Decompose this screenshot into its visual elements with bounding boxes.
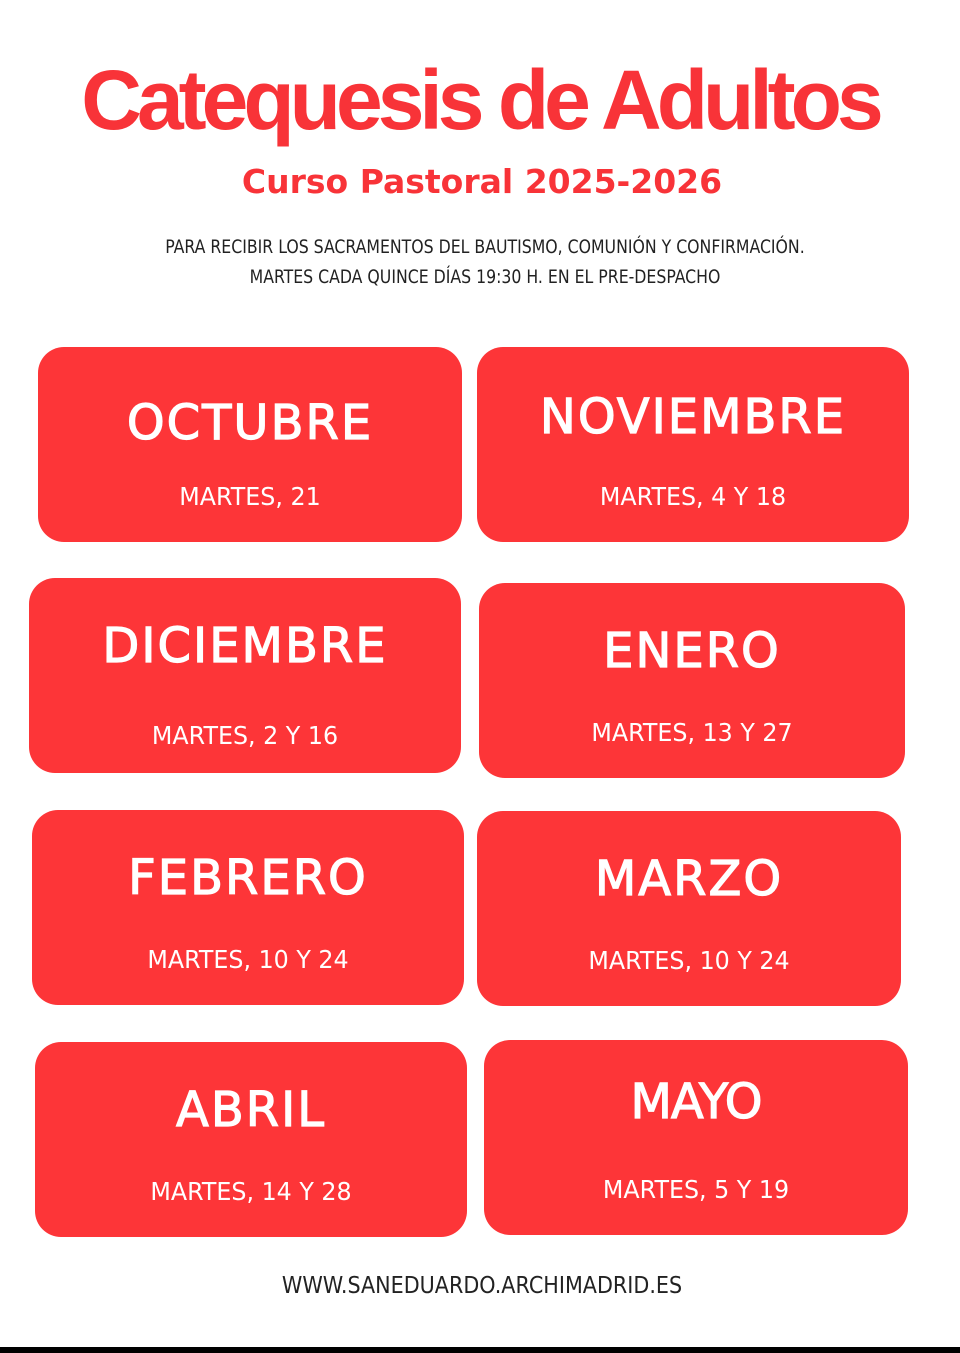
month-dates: MARTES, 5 Y 19 — [602, 1175, 790, 1204]
description: PARA RECIBIR LOS SACRAMENTOS DEL BAUTISM… — [39, 232, 931, 292]
month-card-noviembre: NOVIEMBRE MARTES, 4 Y 18 — [477, 347, 909, 542]
month-name: NOVIEMBRE — [539, 388, 847, 445]
month-card-diciembre: DICIEMBRE MARTES, 2 Y 16 — [29, 578, 461, 773]
page-title: Catequesis de Adultos — [81, 53, 883, 147]
month-dates: MARTES, 10 Y 24 — [588, 946, 790, 975]
month-card-marzo: MARZO MARTES, 10 Y 24 — [477, 811, 901, 1006]
website-url: WWW.SANEDUARDO.ARCHIMADRID.ES — [281, 1273, 683, 1299]
month-card-octubre: OCTUBRE MARTES, 21 — [38, 347, 462, 542]
month-card-abril: ABRIL MARTES, 14 Y 28 — [35, 1042, 467, 1237]
month-card-mayo: MAYO MARTES, 5 Y 19 — [484, 1040, 908, 1235]
description-line-1: PARA RECIBIR LOS SACRAMENTOS DEL BAUTISM… — [165, 236, 805, 258]
bottom-border — [0, 1347, 960, 1353]
month-name: ABRIL — [175, 1081, 326, 1138]
month-name: MARZO — [594, 850, 784, 907]
month-dates: MARTES, 4 Y 18 — [599, 482, 787, 511]
month-dates: MARTES, 2 Y 16 — [151, 721, 339, 750]
month-card-febrero: FEBRERO MARTES, 10 Y 24 — [32, 810, 464, 1005]
subtitle: Curso Pastoral 2025-2026 — [241, 162, 723, 201]
month-name: DICIEMBRE — [102, 617, 388, 674]
month-name: OCTUBRE — [126, 394, 374, 451]
month-card-enero: ENERO MARTES, 13 Y 27 — [479, 583, 905, 778]
month-name: FEBRERO — [128, 849, 368, 906]
month-name: MAYO — [630, 1073, 763, 1130]
month-dates: MARTES, 10 Y 24 — [147, 945, 349, 974]
month-name: ENERO — [603, 622, 781, 679]
description-line-2: MARTES CADA QUINCE DÍAS 19:30 H. EN EL P… — [249, 266, 721, 288]
month-dates: MARTES, 13 Y 27 — [591, 718, 793, 747]
month-dates: MARTES, 14 Y 28 — [150, 1177, 352, 1206]
month-dates: MARTES, 21 — [179, 482, 321, 511]
